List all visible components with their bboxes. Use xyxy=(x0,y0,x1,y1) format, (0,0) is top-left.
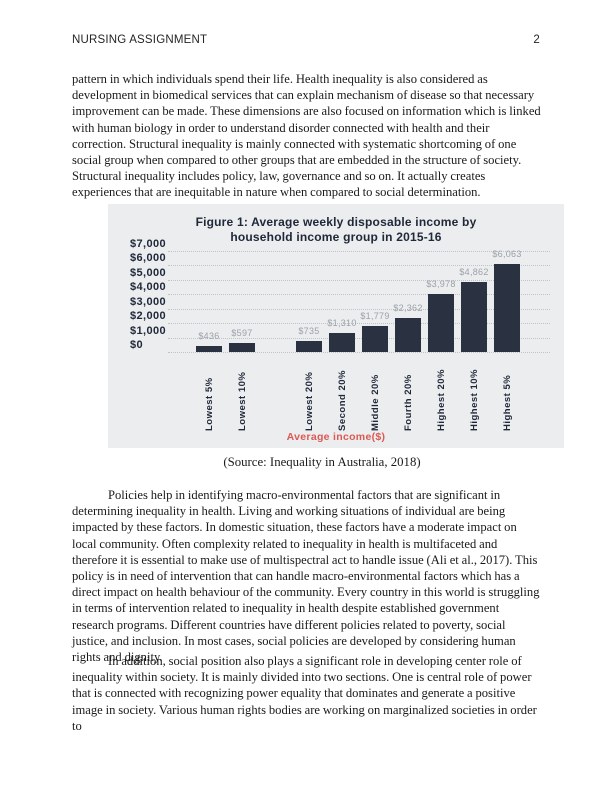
page-number: 2 xyxy=(533,34,540,46)
x-axis-category-text: Middle 20% xyxy=(369,374,381,431)
y-axis-tick-label: $6,000 xyxy=(130,252,167,264)
y-axis-tick-label: $4,000 xyxy=(130,281,167,293)
x-axis-category-label: Highest 10% xyxy=(457,359,491,431)
x-axis-category-label: Second 20% xyxy=(325,359,359,431)
bar xyxy=(296,341,322,352)
bar xyxy=(494,264,520,352)
bar xyxy=(461,281,487,352)
x-axis-category-text: Highest 5% xyxy=(501,374,513,431)
gridline xyxy=(168,265,550,266)
y-axis-tick-label: $3,000 xyxy=(130,295,167,308)
y-axis-tick-label: $0 xyxy=(130,339,144,351)
x-axis-category-text: Highest 20% xyxy=(435,369,447,431)
y-axis-tick-label: $1,000 xyxy=(130,324,167,337)
x-axis-category-label: Lowest 10% xyxy=(225,359,259,431)
x-axis-category-label: Lowest 5% xyxy=(192,359,226,431)
chart-title: Figure 1: Average weekly disposable inco… xyxy=(108,215,564,245)
y-axis-tick-label: $5,000 xyxy=(130,266,167,279)
bar-value-label: $3,978 xyxy=(426,279,456,290)
paragraph-2: Policies help in identifying macro-envir… xyxy=(72,488,540,665)
x-axis-category-text: Second 20% xyxy=(336,370,348,431)
x-axis-category-label: Highest 5% xyxy=(490,359,524,431)
bar xyxy=(395,317,421,352)
bar-value-label: $6,063 xyxy=(492,249,522,260)
bar xyxy=(229,343,255,352)
x-axis-category-label: Highest 20% xyxy=(424,359,458,431)
running-head: NURSING ASSIGNMENT xyxy=(72,34,208,46)
y-axis-tick-label: $2,000 xyxy=(130,310,167,322)
paragraph-3: In addition, social position also plays … xyxy=(72,654,537,733)
x-axis-category-text: Lowest 5% xyxy=(203,377,215,431)
bar xyxy=(362,326,388,352)
gridline xyxy=(168,323,550,324)
x-axis-category-label: Lowest 20% xyxy=(292,359,326,431)
y-axis-tick-label: $7,000 xyxy=(130,237,167,250)
bar-value-label: $1,310 xyxy=(327,318,357,328)
figure-panel: Figure 1: Average weekly disposable inco… xyxy=(108,204,564,448)
x-axis-category-text: Lowest 20% xyxy=(303,371,315,431)
gridline xyxy=(168,279,550,281)
chart-title-line1: Figure 1: Average weekly disposable inco… xyxy=(195,215,477,229)
bar-value-label: $597 xyxy=(231,328,253,339)
page-header: NURSING ASSIGNMENT 2 xyxy=(72,34,540,46)
bar xyxy=(428,294,454,352)
gridline xyxy=(168,352,550,353)
gridline xyxy=(168,337,550,339)
x-axis-category-text: Highest 10% xyxy=(468,369,480,431)
figure-source-caption: (Source: Inequality in Australia, 2018) xyxy=(223,455,421,469)
x-axis-category-text: Lowest 10% xyxy=(236,371,248,431)
gridline xyxy=(168,294,550,295)
x-axis-category-label: Middle 20% xyxy=(358,359,392,431)
gridline xyxy=(168,250,550,252)
x-axis-category-label: Fourth 20% xyxy=(391,359,425,431)
x-axis-title: Average income($) xyxy=(286,431,386,443)
x-axis-category-text: Fourth 20% xyxy=(402,374,414,431)
bar-value-label: $436 xyxy=(198,330,220,341)
bar-value-label: $2,362 xyxy=(393,302,423,313)
paragraph-1: pattern in which individuals spend their… xyxy=(72,72,541,200)
bar-value-label: $4,862 xyxy=(459,266,489,277)
bar xyxy=(196,345,222,352)
bar-value-label: $735 xyxy=(298,326,320,337)
chart-title-line2: household income group in 2015-16 xyxy=(230,230,442,244)
bar xyxy=(329,333,355,352)
gridline xyxy=(168,308,550,310)
bar-value-label: $1,779 xyxy=(360,311,390,322)
